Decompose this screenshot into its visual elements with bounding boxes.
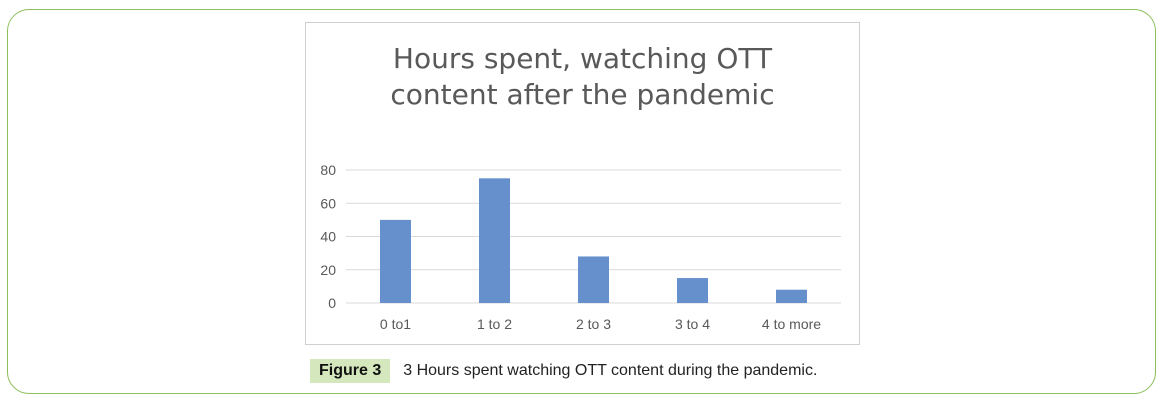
y-tick-label: 80 [320,162,336,178]
x-tick-label: 1 to 2 [477,316,512,332]
bar [479,178,510,303]
figure-frame [7,9,1156,394]
x-tick-label: 2 to 3 [576,316,611,332]
bar [578,256,609,303]
y-tick-label: 0 [328,295,336,311]
y-tick-label: 40 [320,229,336,245]
chart-container: Hours spent, watching OTT content after … [305,22,860,345]
x-tick-label: 0 to1 [380,316,411,332]
bar [776,289,807,303]
bar-chart-plot: 0 20 40 60 80 0 to1 1 to 2 2 to 3 3 to 4 4 to mor… [320,162,841,332]
chart-title-line-1: Hours spent, watching OTT [392,42,773,75]
y-tick-label: 60 [320,195,336,211]
bar [380,219,411,303]
figure-label: Figure 3 [310,359,391,383]
bar [677,278,708,303]
chart-title-line-2: content after the pandemic [390,78,775,111]
x-tick-label: 3 to 4 [675,316,710,332]
chart-title: Hours spent, watching OTT content after … [306,41,859,113]
x-tick-label: 4 to more [762,316,821,332]
figure-caption: Figure 3 3 Hours spent watching OTT cont… [310,357,817,385]
y-tick-label: 20 [320,262,336,278]
figure-caption-text: 3 Hours spent watching OTT content durin… [403,362,818,379]
